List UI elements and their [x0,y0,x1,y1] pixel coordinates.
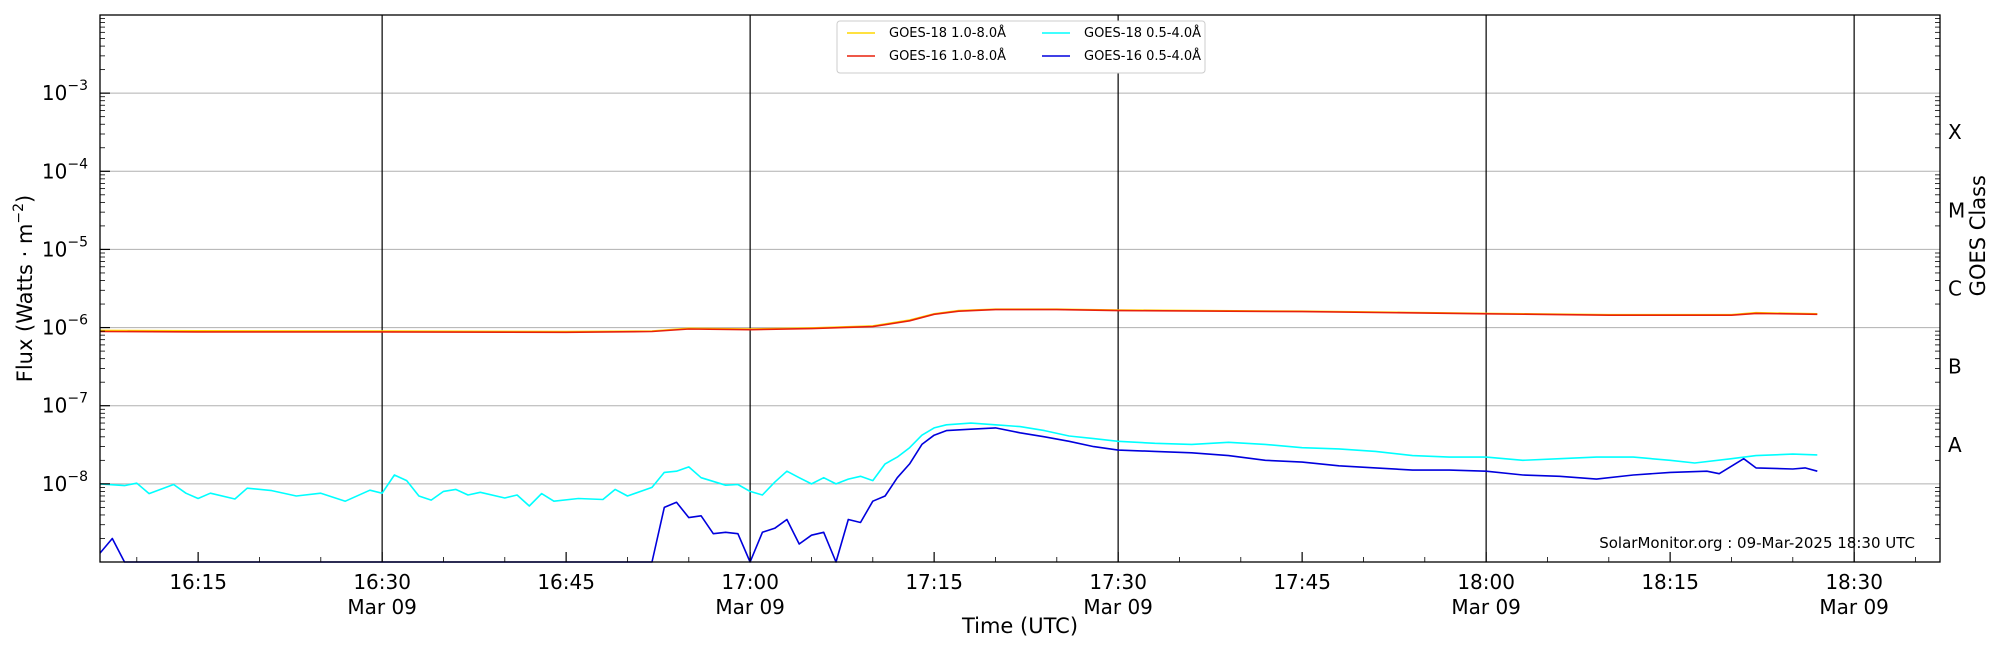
x-tick-date-label: Mar 09 [347,595,417,619]
x-tick-label: 16:15 [169,570,227,594]
y-tick-label: 10−3 [42,78,88,105]
y-tick-label: 10−7 [42,391,88,418]
x-tick-label: 17:30 [1089,570,1147,594]
x-tick-label: 18:30 [1825,570,1883,594]
y-axis-title-close: ) [13,195,37,203]
x-tick-label: 17:00 [721,570,779,594]
y-tick-label: 10−5 [42,234,88,261]
goes-class-label: C [1948,277,1962,301]
x-tick-date-label: Mar 09 [715,595,785,619]
goes-class-label: M [1948,198,1965,222]
goes-class-label: A [1948,433,1962,457]
legend-entry-label: GOES-16 1.0-8.0Å [889,48,1006,64]
legend-entry-label: GOES-18 1.0-8.0Å [889,25,1006,41]
plot-frame [99,14,1941,563]
y-axis-title-text: Flux (Watts · m [13,224,37,383]
goes-class-axis-title: GOES Class [1966,175,1990,296]
goes-class-label: B [1948,355,1962,379]
y-tick-label: 10−4 [42,156,88,183]
x-tick-label: 17:45 [1273,570,1331,594]
x-tick-label: 17:15 [905,570,963,594]
legend: GOES-18 1.0-8.0Å GOES-18 0.5-4.0Å GOES-16 … [836,20,1206,74]
y-tick-label: 10−8 [42,469,88,496]
goes-class-label: X [1948,120,1962,144]
legend-box [836,20,1206,74]
series-line-goes-18-0-5-4-0- [99,422,1818,507]
legend-entry-label: GOES-16 0.5-4.0Å [1084,48,1201,64]
y-tick-label: 10−6 [42,313,88,340]
x-tick-label: 16:30 [353,570,411,594]
x-tick-date-label: Mar 09 [1451,595,1521,619]
y-axis-title-unit-power: −2 [11,203,27,224]
legend-entry-label: GOES-18 0.5-4.0Å [1084,25,1201,41]
x-axis-title: Time (UTC) [961,614,1078,638]
x-tick-date-label: Mar 09 [1083,595,1153,619]
series-line-goes-16-1-0-8-0- [99,308,1818,334]
x-tick-label: 18:15 [1641,570,1699,594]
y-axis-title: Flux (Watts · m−2) [11,195,37,383]
solarmonitor-annotation: SolarMonitor.org : 09-Mar-2025 18:30 UTC [1599,534,1915,552]
x-tick-label: 18:00 [1457,570,1515,594]
x-tick-label: 16:45 [537,570,595,594]
series-line-goes-16-0-5-4-0- [99,427,1818,563]
x-tick-date-label: Mar 09 [1819,595,1889,619]
